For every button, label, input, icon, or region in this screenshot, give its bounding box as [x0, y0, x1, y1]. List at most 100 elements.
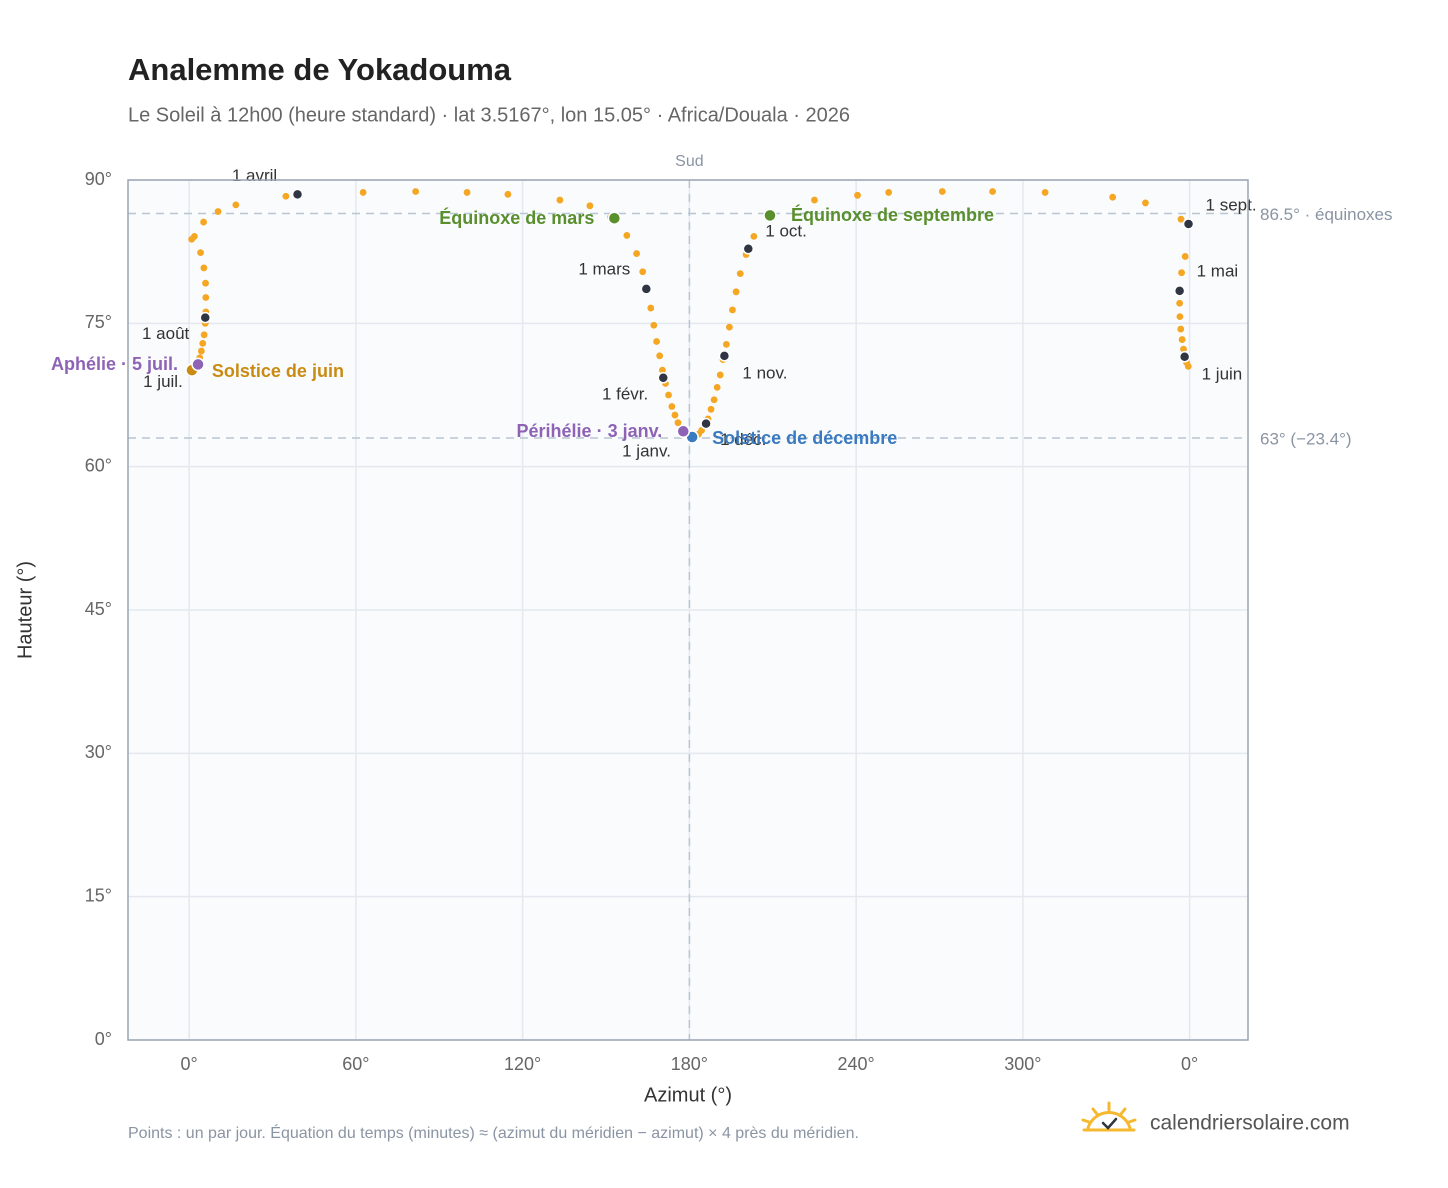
- date-marker: [657, 372, 670, 384]
- day-point: [650, 321, 658, 329]
- chart-subtitle: Le Soleil à 12h00 (heure standard) · lat…: [128, 104, 850, 126]
- y-axis-label: Hauteur (°): [14, 561, 36, 659]
- date-marker: [291, 188, 304, 201]
- day-point: [1180, 345, 1187, 353]
- day-point: [197, 249, 204, 257]
- day-point: [707, 405, 715, 413]
- day-point: [586, 202, 594, 210]
- meridian-label: Sud: [675, 153, 703, 170]
- event-label: Équinoxe de mars: [439, 207, 594, 228]
- plot-border: [127, 179, 1249, 1041]
- day-point: [1177, 215, 1185, 223]
- day-point: [713, 383, 721, 391]
- day-point: [736, 270, 744, 278]
- day-point: [1041, 189, 1049, 196]
- reference-label: 86.5° · équinoxes: [1260, 205, 1393, 224]
- x-tick-label: 0°: [1181, 1054, 1198, 1074]
- day-point: [1184, 362, 1192, 370]
- day-point: [200, 331, 208, 339]
- day-point: [359, 189, 367, 196]
- day-point: [854, 191, 861, 199]
- day-point: [1178, 336, 1186, 343]
- day-point: [1177, 325, 1185, 333]
- event-label: Solstice de juin: [212, 361, 344, 381]
- y-tick-label: 30°: [85, 742, 112, 762]
- reference-label: 63° (−23.4°): [1260, 429, 1352, 448]
- day-point: [282, 192, 290, 200]
- day-point: [938, 188, 946, 195]
- day-point: [989, 188, 996, 195]
- chart-title: Analemme de Yokadouma: [128, 52, 512, 87]
- day-point: [729, 306, 736, 314]
- date-marker: [700, 417, 712, 430]
- date-label: 1 févr.: [602, 384, 648, 403]
- day-point: [653, 338, 660, 345]
- event-label: Périhélie · 3 janv.: [517, 421, 663, 441]
- day-point: [1142, 199, 1149, 207]
- y-tick-label: 60°: [85, 455, 112, 475]
- day-point: [633, 250, 640, 257]
- day-point: [556, 196, 564, 204]
- day-point: [200, 264, 208, 272]
- day-point: [623, 232, 631, 239]
- date-label: 1 oct.: [765, 221, 807, 240]
- date-marker: [1182, 218, 1195, 230]
- day-point: [671, 411, 679, 419]
- day-point: [199, 340, 207, 347]
- date-marker: [640, 283, 653, 295]
- date-marker: [199, 311, 212, 324]
- day-point: [722, 340, 730, 348]
- day-point: [750, 232, 758, 240]
- day-point: [191, 232, 198, 240]
- day-point: [1176, 313, 1184, 321]
- x-axis-label: Azimut (°): [644, 1084, 732, 1106]
- day-point: [668, 403, 676, 410]
- date-marker: [1173, 285, 1186, 297]
- date-marker: [742, 243, 755, 255]
- day-point: [1181, 253, 1189, 260]
- day-point: [674, 419, 682, 427]
- event-marker: [191, 357, 205, 372]
- y-tick-label: 75°: [85, 312, 112, 332]
- day-point: [656, 352, 664, 360]
- day-point: [412, 188, 420, 195]
- day-point: [202, 279, 209, 287]
- date-marker: [1178, 351, 1191, 363]
- day-point: [1178, 269, 1185, 277]
- date-label: 1 avril: [232, 166, 277, 185]
- event-marker: [676, 424, 691, 439]
- brand-icon: [1081, 1101, 1137, 1132]
- day-point: [665, 391, 672, 399]
- footnote: Points : un par jour. Équation du temps …: [128, 1123, 859, 1142]
- date-label: 1 août: [142, 324, 190, 343]
- day-point: [659, 366, 666, 374]
- y-tick-label: 15°: [85, 885, 112, 905]
- event-label: Aphélie · 5 juil.: [51, 354, 178, 374]
- day-point: [811, 196, 818, 204]
- date-label: 1 mars: [578, 259, 630, 278]
- event-label: Équinoxe de septembre: [791, 204, 994, 225]
- date-label: 1 déc.: [720, 430, 766, 449]
- event-label: Solstice de décembre: [712, 428, 897, 448]
- y-tick-label: 0°: [95, 1029, 112, 1049]
- x-tick-label: 180°: [671, 1054, 708, 1074]
- x-tick-label: 300°: [1004, 1054, 1041, 1074]
- date-label: 1 nov.: [742, 363, 787, 382]
- y-tick-label: 45°: [85, 599, 112, 619]
- day-point: [232, 201, 240, 209]
- x-tick-label: 0°: [181, 1054, 198, 1074]
- day-point: [202, 294, 210, 301]
- day-point: [463, 189, 471, 196]
- date-label: 1 juin: [1202, 364, 1243, 383]
- day-point: [885, 189, 893, 196]
- day-point: [710, 396, 718, 404]
- date-label: 1 juil.: [143, 372, 183, 391]
- brand: calendriersolaire.com: [1150, 1112, 1350, 1135]
- day-point: [639, 268, 647, 276]
- event-marker: [763, 208, 777, 223]
- day-point: [504, 190, 512, 198]
- x-tick-label: 60°: [342, 1054, 369, 1074]
- date-marker: [718, 350, 731, 362]
- day-point: [726, 323, 733, 331]
